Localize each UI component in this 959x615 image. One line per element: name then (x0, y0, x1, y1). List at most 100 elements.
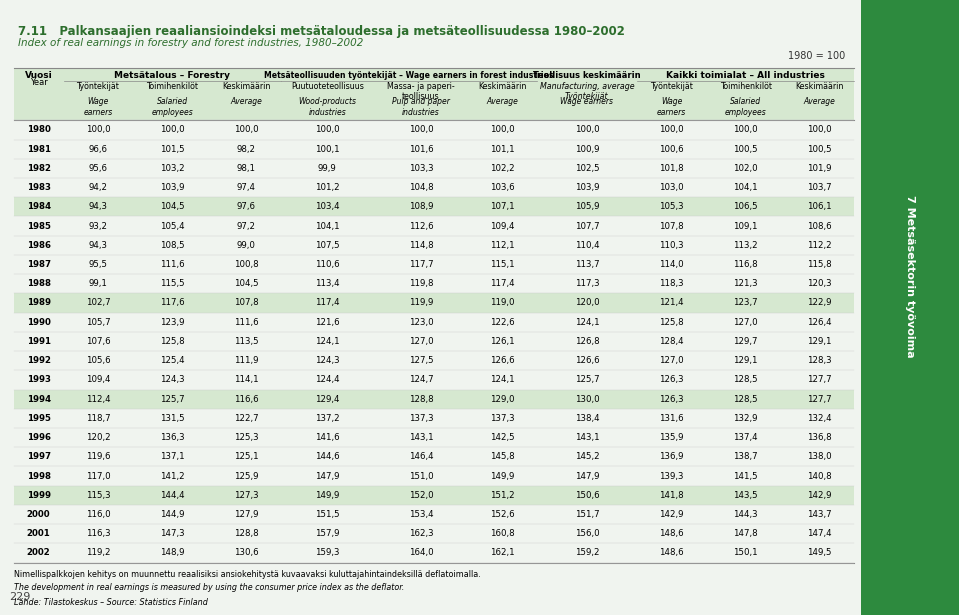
Text: 122,9: 122,9 (807, 298, 831, 308)
Text: 128,3: 128,3 (807, 356, 832, 365)
Text: 1999: 1999 (27, 491, 51, 500)
Text: 100,0: 100,0 (490, 125, 515, 135)
Text: 124,1: 124,1 (490, 375, 515, 384)
Text: 101,9: 101,9 (807, 164, 831, 173)
Text: 153,4: 153,4 (409, 510, 433, 519)
Text: 117,4: 117,4 (490, 279, 515, 288)
Text: 126,1: 126,1 (490, 337, 515, 346)
Text: 115,1: 115,1 (490, 260, 515, 269)
Text: 147,4: 147,4 (807, 530, 832, 538)
Text: 160,8: 160,8 (490, 530, 515, 538)
Text: 104,8: 104,8 (409, 183, 433, 192)
Text: 124,3: 124,3 (316, 356, 339, 365)
Text: Wage earners: Wage earners (560, 97, 614, 106)
Text: 2002: 2002 (27, 549, 51, 557)
Text: 127,7: 127,7 (807, 375, 832, 384)
Text: 128,8: 128,8 (234, 530, 258, 538)
Text: 117,0: 117,0 (85, 472, 110, 480)
Text: Keskimäärin: Keskimäärin (222, 82, 270, 91)
Text: 117,4: 117,4 (316, 298, 339, 308)
Text: 151,0: 151,0 (409, 472, 433, 480)
Bar (13, 486, 854, 505)
Text: 156,0: 156,0 (574, 530, 599, 538)
Text: 143,7: 143,7 (807, 510, 832, 519)
Text: 139,3: 139,3 (659, 472, 684, 480)
Text: 125,8: 125,8 (659, 318, 684, 327)
Text: 7.11   Palkansaajien reaaliansioindeksi metsätaloudessa ja metsäteollisuudessa 1: 7.11 Palkansaajien reaaliansioindeksi me… (18, 25, 625, 38)
Text: 93,2: 93,2 (88, 221, 107, 231)
Text: 143,1: 143,1 (574, 433, 599, 442)
Text: 97,4: 97,4 (237, 183, 256, 192)
Text: 122,6: 122,6 (490, 318, 515, 327)
Text: 1993: 1993 (27, 375, 51, 384)
Text: 127,0: 127,0 (734, 318, 758, 327)
Text: 108,5: 108,5 (160, 241, 184, 250)
Text: 152,6: 152,6 (490, 510, 515, 519)
Text: 108,9: 108,9 (409, 202, 433, 212)
Text: 101,2: 101,2 (316, 183, 339, 192)
Text: 109,4: 109,4 (85, 375, 110, 384)
Text: 101,6: 101,6 (409, 145, 433, 154)
Text: 124,1: 124,1 (574, 318, 599, 327)
Text: 159,3: 159,3 (316, 549, 339, 557)
Text: 100,0: 100,0 (160, 125, 184, 135)
Text: 125,1: 125,1 (234, 452, 258, 461)
Text: 141,6: 141,6 (316, 433, 339, 442)
Text: 105,3: 105,3 (659, 202, 684, 212)
Text: 144,9: 144,9 (160, 510, 184, 519)
Text: 138,7: 138,7 (734, 452, 758, 461)
Text: 1984: 1984 (27, 202, 51, 212)
Text: 124,1: 124,1 (316, 337, 339, 346)
Text: 100,5: 100,5 (734, 145, 758, 154)
Text: 100,0: 100,0 (85, 125, 110, 135)
Text: 147,3: 147,3 (160, 530, 184, 538)
Text: 119,2: 119,2 (85, 549, 110, 557)
Text: 113,4: 113,4 (316, 279, 339, 288)
Text: 162,1: 162,1 (490, 549, 515, 557)
Text: 126,8: 126,8 (574, 337, 599, 346)
Text: 109,4: 109,4 (490, 221, 515, 231)
Text: 112,4: 112,4 (85, 395, 110, 403)
Text: 100,0: 100,0 (234, 125, 258, 135)
Text: 126,3: 126,3 (659, 375, 684, 384)
Text: 105,4: 105,4 (160, 221, 184, 231)
Text: 113,2: 113,2 (734, 241, 758, 250)
Text: 123,7: 123,7 (734, 298, 758, 308)
Text: 164,0: 164,0 (409, 549, 433, 557)
Text: 106,5: 106,5 (734, 202, 758, 212)
Text: 113,5: 113,5 (234, 337, 258, 346)
Text: 105,9: 105,9 (574, 202, 599, 212)
Text: 1991: 1991 (27, 337, 51, 346)
Text: 1992: 1992 (27, 356, 51, 365)
Text: 2001: 2001 (27, 530, 51, 538)
Text: 120,3: 120,3 (807, 279, 832, 288)
Text: Kaikki toimialat – All industries: Kaikki toimialat – All industries (667, 71, 825, 80)
Text: 103,6: 103,6 (490, 183, 515, 192)
Text: Toimihenkilöt: Toimihenkilöt (719, 82, 772, 91)
Text: 143,5: 143,5 (734, 491, 758, 500)
Text: 142,5: 142,5 (490, 433, 515, 442)
Text: Average: Average (804, 97, 835, 106)
Text: 116,0: 116,0 (85, 510, 110, 519)
Text: 1986: 1986 (27, 241, 51, 250)
Text: 120,2: 120,2 (85, 433, 110, 442)
Text: 94,3: 94,3 (88, 202, 107, 212)
Text: 127,0: 127,0 (409, 337, 433, 346)
Text: 111,6: 111,6 (234, 318, 258, 327)
Text: 129,1: 129,1 (734, 356, 758, 365)
Text: Average: Average (486, 97, 518, 106)
Text: 107,8: 107,8 (234, 298, 258, 308)
Text: 96,6: 96,6 (88, 145, 107, 154)
Text: Puutuoteteollisuus: Puutuoteteollisuus (291, 82, 363, 91)
Text: 103,0: 103,0 (659, 183, 684, 192)
Text: Metsäteollisuuden työntekijät – Wage earners in forest industries: Metsäteollisuuden työntekijät – Wage ear… (264, 71, 553, 80)
Text: 108,6: 108,6 (807, 221, 832, 231)
Text: 128,8: 128,8 (409, 395, 433, 403)
Text: 229: 229 (10, 592, 31, 601)
Text: 117,3: 117,3 (574, 279, 599, 288)
Text: 101,5: 101,5 (160, 145, 184, 154)
Text: 1980: 1980 (27, 125, 51, 135)
Text: 137,1: 137,1 (160, 452, 184, 461)
Text: 145,8: 145,8 (490, 452, 515, 461)
Text: 104,1: 104,1 (734, 183, 758, 192)
